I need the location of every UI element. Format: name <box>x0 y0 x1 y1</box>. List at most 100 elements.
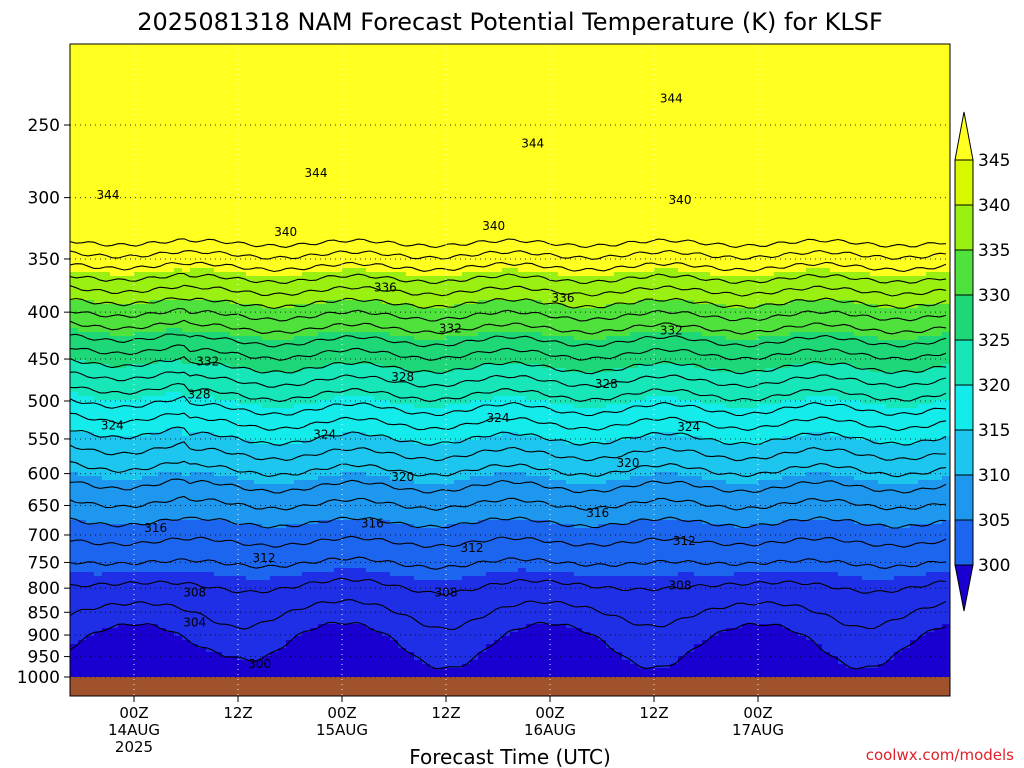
field-cell <box>230 132 239 137</box>
field-cell <box>110 596 119 601</box>
field-cell <box>70 396 79 401</box>
field-cell <box>118 176 127 181</box>
field-cell <box>118 380 127 385</box>
field-cell <box>222 236 231 241</box>
field-cell <box>270 220 279 225</box>
field-cell <box>70 60 79 65</box>
field-cell <box>78 384 87 389</box>
field-cell <box>230 344 239 349</box>
field-cell <box>118 180 127 185</box>
field-cell <box>134 152 143 157</box>
field-cell <box>238 264 247 269</box>
field-cell <box>158 44 167 49</box>
field-cell <box>270 128 279 133</box>
field-cell <box>150 116 159 121</box>
field-cell <box>278 604 287 609</box>
field-cell <box>278 96 287 101</box>
field-cell <box>182 112 191 117</box>
field-cell <box>254 228 263 233</box>
field-cell <box>126 300 135 305</box>
field-cell <box>78 296 87 301</box>
field-cell <box>78 368 87 373</box>
field-cell <box>158 296 167 301</box>
field-cell <box>94 272 103 277</box>
field-cell <box>182 188 191 193</box>
field-cell <box>262 388 271 393</box>
field-cell <box>78 220 87 225</box>
field-cell <box>118 436 127 441</box>
field-cell <box>246 572 255 577</box>
field-cell <box>222 316 231 321</box>
field-cell <box>238 584 247 589</box>
field-cell <box>110 332 119 337</box>
field-cell <box>70 120 79 125</box>
field-cell <box>166 196 175 201</box>
field-cell <box>230 88 239 93</box>
field-cell <box>206 264 215 269</box>
field-cell <box>86 44 95 49</box>
field-cell <box>158 584 167 589</box>
field-cell <box>222 432 231 437</box>
field-cell <box>246 96 255 101</box>
field-cell <box>254 572 263 577</box>
field-cell <box>174 304 183 309</box>
field-cell <box>158 512 167 517</box>
field-cell <box>222 328 231 333</box>
field-cell <box>94 540 103 545</box>
field-cell <box>254 456 263 461</box>
field-cell <box>190 212 199 217</box>
field-cell <box>174 44 183 49</box>
field-cell <box>174 348 183 353</box>
field-cell <box>246 240 255 245</box>
field-cell <box>174 356 183 361</box>
field-cell <box>150 472 159 477</box>
field-cell <box>302 412 311 417</box>
field-cell <box>286 268 295 273</box>
field-cell <box>310 348 319 353</box>
field-cell <box>302 624 311 629</box>
field-cell <box>222 320 231 325</box>
field-cell <box>126 420 135 425</box>
field-cell <box>126 324 135 329</box>
field-cell <box>246 156 255 161</box>
field-cell <box>230 580 239 585</box>
field-cell <box>278 200 287 205</box>
field-cell <box>214 184 223 189</box>
field-cell <box>118 612 127 617</box>
field-cell <box>198 576 207 581</box>
field-cell <box>246 608 255 613</box>
field-cell <box>86 260 95 265</box>
field-cell <box>134 324 143 329</box>
field-cell <box>182 212 191 217</box>
field-cell <box>214 308 223 313</box>
field-cell <box>214 536 223 541</box>
field-cell <box>102 80 111 85</box>
field-cell <box>150 48 159 53</box>
field-cell <box>270 100 279 105</box>
field-cell <box>150 344 159 349</box>
field-cell <box>198 644 207 649</box>
field-cell <box>166 632 175 637</box>
field-cell <box>190 184 199 189</box>
field-cell <box>198 232 207 237</box>
field-cell <box>142 268 151 273</box>
field-cell <box>142 180 151 185</box>
field-cell <box>166 176 175 181</box>
field-cell <box>310 156 319 161</box>
field-cell <box>206 192 215 197</box>
field-cell <box>174 256 183 261</box>
field-cell <box>142 140 151 145</box>
field-cell <box>222 516 231 521</box>
field-cell <box>310 44 319 49</box>
field-cell <box>126 228 135 233</box>
field-cell <box>198 628 207 633</box>
field-cell <box>222 60 231 65</box>
field-cell <box>262 656 271 661</box>
field-cell <box>126 92 135 97</box>
field-cell <box>70 264 79 269</box>
field-cell <box>94 116 103 121</box>
field-cell <box>270 252 279 257</box>
field-cell <box>70 540 79 545</box>
field-cell <box>302 328 311 333</box>
field-cell <box>78 640 87 645</box>
